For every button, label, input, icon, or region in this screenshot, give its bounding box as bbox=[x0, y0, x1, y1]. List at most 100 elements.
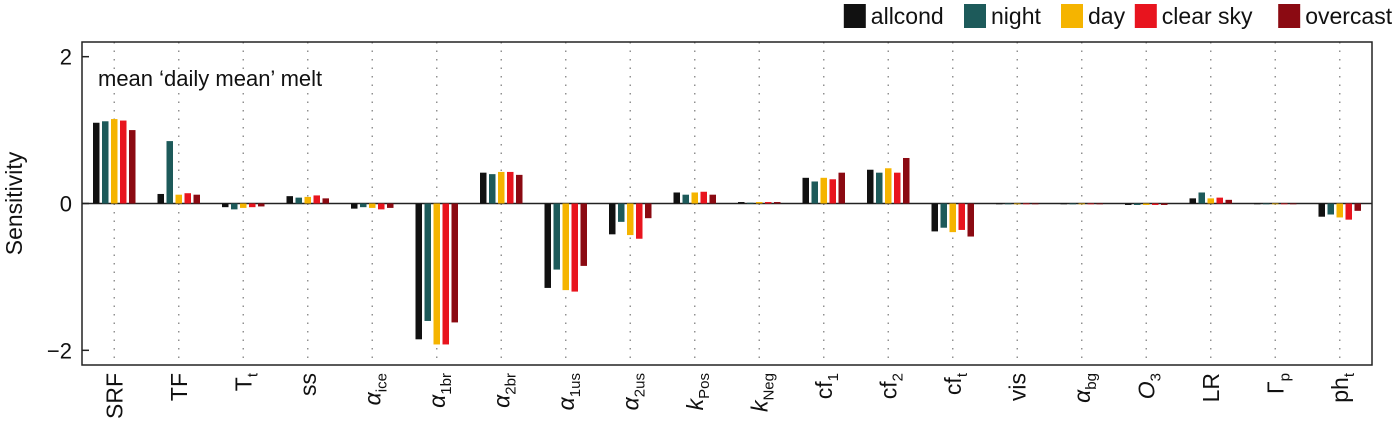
bar bbox=[1345, 203, 1352, 220]
x-tick-label: cf2 bbox=[875, 373, 906, 399]
x-tick-label: α2us bbox=[617, 373, 648, 410]
x-tick-label: pht bbox=[1327, 372, 1358, 403]
bar bbox=[747, 202, 754, 204]
x-tick-label: α1us bbox=[553, 373, 584, 410]
bar bbox=[709, 194, 716, 204]
bar bbox=[1336, 203, 1343, 218]
x-tick-label: O3 bbox=[1133, 373, 1164, 399]
bar bbox=[507, 171, 514, 204]
bar bbox=[304, 196, 311, 204]
y-ticks: −2 0 2 bbox=[47, 45, 89, 363]
bar bbox=[313, 195, 320, 204]
x-tick-label-subscript: Pos bbox=[696, 373, 713, 399]
bar bbox=[1023, 203, 1030, 205]
x-tick-label-subscript: t bbox=[1341, 372, 1358, 377]
x-tick-label: Γp bbox=[1262, 373, 1293, 394]
bar bbox=[1161, 203, 1168, 205]
bar bbox=[184, 193, 191, 204]
chart-annotation: mean ‘daily mean’ melt bbox=[98, 66, 322, 91]
x-tick-label-base: k bbox=[746, 399, 772, 412]
bar bbox=[1354, 203, 1361, 211]
bar bbox=[166, 141, 173, 204]
bar bbox=[774, 202, 781, 204]
bar bbox=[295, 197, 302, 204]
x-tick-label-base: α bbox=[553, 396, 579, 410]
bar bbox=[387, 203, 394, 208]
bar bbox=[240, 203, 247, 208]
bar bbox=[802, 177, 809, 204]
x-tick-label-subscript: 2us bbox=[631, 373, 648, 397]
bar bbox=[1078, 203, 1085, 205]
bar bbox=[544, 203, 551, 288]
bar bbox=[1189, 198, 1196, 204]
bar bbox=[1143, 203, 1150, 205]
bar bbox=[424, 203, 431, 321]
x-tick-label-subscript: 1br bbox=[438, 373, 455, 395]
bar bbox=[609, 203, 616, 235]
x-tick-label: αice bbox=[359, 373, 390, 405]
bar bbox=[111, 119, 118, 204]
x-tick-label-subscript: 3 bbox=[1147, 373, 1164, 381]
x-tick-label-subscript: 1 bbox=[825, 373, 842, 381]
bar bbox=[1087, 203, 1094, 205]
bar bbox=[249, 203, 256, 208]
bar bbox=[673, 192, 680, 204]
bar bbox=[1134, 203, 1141, 205]
legend-swatch bbox=[1061, 4, 1083, 28]
bar bbox=[838, 172, 845, 204]
legend-label: allcond bbox=[871, 3, 944, 29]
x-tick-label: ss bbox=[295, 373, 321, 396]
bar bbox=[738, 202, 745, 204]
bar bbox=[894, 172, 901, 204]
x-tick-label-subscript: t bbox=[244, 372, 261, 377]
bar bbox=[1225, 199, 1232, 204]
legend-swatch bbox=[843, 4, 866, 28]
y-tick-label: 2 bbox=[60, 45, 72, 70]
bar bbox=[645, 203, 652, 219]
bar bbox=[627, 203, 634, 236]
bar bbox=[1272, 203, 1279, 205]
bar bbox=[682, 194, 689, 204]
x-tick-label-subscript: bg bbox=[1083, 373, 1100, 390]
x-tick-label: α2br bbox=[488, 373, 519, 408]
bar bbox=[1318, 203, 1325, 217]
x-tick-label-subscript: Neg bbox=[760, 373, 777, 401]
x-tick-label-base: TF bbox=[166, 373, 192, 401]
x-tick-label: vis bbox=[1004, 373, 1030, 401]
x-tick-label: α1br bbox=[424, 373, 455, 408]
x-tick-label-base: α bbox=[424, 394, 450, 408]
bar bbox=[867, 169, 874, 204]
bar bbox=[1290, 203, 1297, 205]
legend-swatch bbox=[1134, 4, 1157, 28]
bar bbox=[222, 203, 229, 208]
bars-layer bbox=[93, 119, 1361, 345]
bar bbox=[1032, 203, 1039, 205]
x-tick-label-base: SRF bbox=[101, 373, 127, 419]
x-tick-label-base: α bbox=[488, 394, 514, 408]
x-tick-label: SRF bbox=[101, 373, 127, 419]
legend-label: night bbox=[991, 3, 1041, 29]
y-tick-label: −2 bbox=[47, 338, 72, 363]
bar bbox=[93, 122, 100, 204]
bar bbox=[562, 203, 569, 291]
x-tick-label-base: α bbox=[359, 391, 385, 405]
bar bbox=[756, 202, 763, 204]
bar bbox=[129, 130, 136, 204]
x-tick-label: αbg bbox=[1069, 373, 1100, 403]
bar bbox=[580, 203, 587, 266]
x-tick-label-base: cf bbox=[811, 381, 837, 400]
bar bbox=[1060, 203, 1067, 205]
x-tick-label: cft bbox=[940, 372, 971, 395]
bar bbox=[691, 192, 698, 204]
bar bbox=[700, 191, 707, 204]
bar bbox=[498, 171, 505, 204]
x-tick-label: kNeg bbox=[746, 373, 777, 412]
bar bbox=[102, 121, 109, 204]
bar bbox=[765, 202, 772, 204]
y-tick-label: 0 bbox=[60, 192, 72, 217]
legend-label: day bbox=[1088, 3, 1126, 29]
bar bbox=[618, 203, 625, 222]
bar bbox=[820, 177, 827, 204]
